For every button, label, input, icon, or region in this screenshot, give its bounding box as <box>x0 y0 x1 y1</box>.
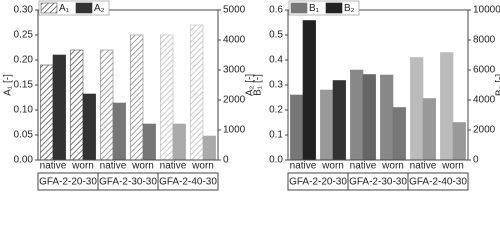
x-tick-label: worn <box>191 161 214 172</box>
legend-label: B₂ <box>344 3 355 14</box>
x-tick-label: native <box>290 161 317 172</box>
y2-tick-label: 3000 <box>223 65 246 76</box>
x-tick-label: worn <box>321 161 344 172</box>
y-tick-label: 0.00 <box>14 155 34 166</box>
bar <box>332 80 346 161</box>
bar <box>82 93 96 161</box>
y-tick-label: 0.2 <box>269 105 283 116</box>
y2-tick-label: 4000 <box>473 95 496 106</box>
group-label: GFA-2-30-30 <box>99 177 157 188</box>
legend-label: B₁ <box>309 3 320 14</box>
y-tick-label: 0.05 <box>14 130 34 141</box>
y2-tick-label: 6000 <box>473 65 496 76</box>
bar <box>172 123 186 161</box>
bar <box>302 20 316 161</box>
legend-swatch <box>325 2 343 14</box>
y2-tick-label: 2000 <box>473 125 496 136</box>
group-label: GFA-2-20-30 <box>39 177 97 188</box>
bar <box>40 64 54 161</box>
x-tick-label: native <box>100 161 127 172</box>
y-axis-label: A₁ [-] <box>3 74 14 96</box>
y2-tick-label: 0 <box>473 155 479 166</box>
group-label: GFA-2-40-30 <box>159 177 217 188</box>
bar <box>350 69 364 161</box>
y2-tick-label: 0 <box>223 155 229 166</box>
y-tick-label: 0.5 <box>269 30 283 41</box>
x-tick-label: worn <box>441 161 464 172</box>
bar <box>410 57 424 161</box>
bar <box>380 74 394 161</box>
x-tick-label: native <box>410 161 437 172</box>
y-tick-label: 0.20 <box>14 55 34 66</box>
bar <box>142 123 156 161</box>
bar <box>320 89 334 161</box>
bar <box>112 102 126 161</box>
y2-tick-label: 5000 <box>223 5 246 16</box>
y2-tick-label: 2000 <box>223 95 246 106</box>
bar <box>130 34 144 161</box>
group-label: GFA-2-20-30 <box>289 177 347 188</box>
bar <box>70 49 84 161</box>
x-tick-label: native <box>350 161 377 172</box>
bar <box>290 94 304 161</box>
bar <box>422 98 436 161</box>
y-tick-label: 0.6 <box>269 5 283 16</box>
x-tick-label: native <box>160 161 187 172</box>
group-box <box>157 172 219 191</box>
y2-tick-label: 1000 <box>223 125 246 136</box>
y-tick-label: 0.10 <box>14 105 34 116</box>
y-tick-label: 0.25 <box>14 30 34 41</box>
x-tick-label: worn <box>381 161 404 172</box>
y-tick-label: 0.30 <box>14 5 34 16</box>
bar <box>190 24 204 161</box>
figure: 0.000.050.100.150.200.250.30010002000300… <box>3 0 500 191</box>
group-label: GFA-2-40-30 <box>409 177 467 188</box>
plot-frame <box>287 9 469 161</box>
bar <box>100 49 114 161</box>
x-tick-label: worn <box>131 161 154 172</box>
y2-tick-label: 4000 <box>223 35 246 46</box>
y2-axis-label: B₂ [-] <box>495 74 500 96</box>
legend-swatch <box>290 2 308 14</box>
legend-swatch <box>40 2 58 14</box>
y2-tick-label: 10000 <box>473 5 500 16</box>
group-label: GFA-2-30-30 <box>349 177 407 188</box>
legend-label: A₁ <box>59 3 70 14</box>
legend-label: A₂ <box>94 3 105 14</box>
x-tick-label: native <box>40 161 67 172</box>
y-tick-label: 0.15 <box>14 80 34 91</box>
bar <box>452 122 466 161</box>
y-tick-label: 0.4 <box>269 55 283 66</box>
y-tick-label: 0.1 <box>269 130 283 141</box>
bar <box>202 135 216 161</box>
bar <box>362 74 376 161</box>
legend-swatch <box>75 2 93 14</box>
y-axis-label: B₁ [-] <box>253 74 264 96</box>
y-tick-label: 0.3 <box>269 80 283 91</box>
y-tick-label: 0.0 <box>269 155 283 166</box>
bar <box>440 52 454 161</box>
x-tick-label: worn <box>71 161 94 172</box>
bar <box>392 107 406 161</box>
group-box <box>407 172 469 191</box>
bar <box>160 34 174 161</box>
plot-frame <box>37 9 219 161</box>
bar <box>52 54 66 161</box>
y2-tick-label: 8000 <box>473 35 496 46</box>
y2-axis-label: A₂ [-] <box>245 74 256 96</box>
